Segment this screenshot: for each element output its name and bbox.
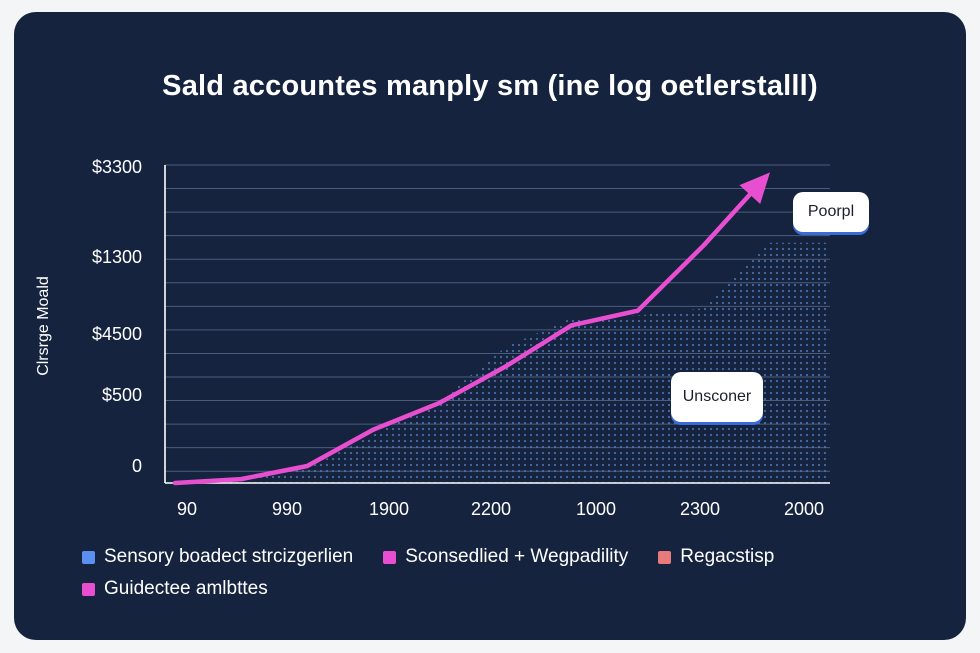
legend-label: Sensory boadect strcizgerlien (104, 546, 354, 567)
series-area-sensory (175, 242, 830, 483)
x-tick-label: 1000 (575, 499, 617, 519)
chart-title: Sald accountes manply sm (ine log oetler… (162, 70, 818, 102)
series-line-sconsedlied (172, 187, 757, 486)
x-tick-label: 1900 (368, 499, 410, 519)
legend-item-sconsedlied: Sconsedlied + Wegpadility (383, 546, 628, 568)
legend-label: Guidectee amlbttes (104, 578, 268, 599)
y-tick-label: $3300 (91, 157, 142, 177)
legend-item-regacstisp: Regacstisp (658, 546, 774, 568)
x-tick-label: 990 (271, 499, 303, 519)
chart-legend: Sensory boadect strcizgerlien Sconsedlie… (82, 546, 882, 600)
x-tick-label: 90 (176, 499, 198, 519)
legend-item-guidectee: Guidectee amlbttes (82, 578, 852, 600)
legend-swatch (82, 582, 95, 596)
legend-swatch (383, 550, 397, 564)
annotation-unsconer: Unsconer (671, 372, 763, 422)
y-tick-label: $4500 (91, 324, 142, 344)
legend-swatch (82, 550, 95, 564)
x-tick-label: 2200 (470, 499, 512, 519)
series-line-arrowhead (739, 172, 770, 205)
legend-item-sensory: Sensory boadect strcizgerlien (82, 546, 353, 568)
x-tick-label: 2000 (783, 499, 825, 519)
legend-label: Regacstisp (680, 546, 775, 567)
legend-label: Sconsedlied + Wegpadility (405, 546, 629, 567)
x-tick-label: 2300 (679, 499, 721, 519)
y-tick-label: $500 (101, 385, 142, 405)
legend-swatch (658, 550, 672, 564)
annotation-poorpl: Poorpl (793, 192, 869, 232)
y-tick-label: 0 (131, 456, 142, 476)
y-tick-label: $1300 (91, 247, 142, 267)
y-axis-label: Clrsrge Moald (35, 276, 52, 376)
